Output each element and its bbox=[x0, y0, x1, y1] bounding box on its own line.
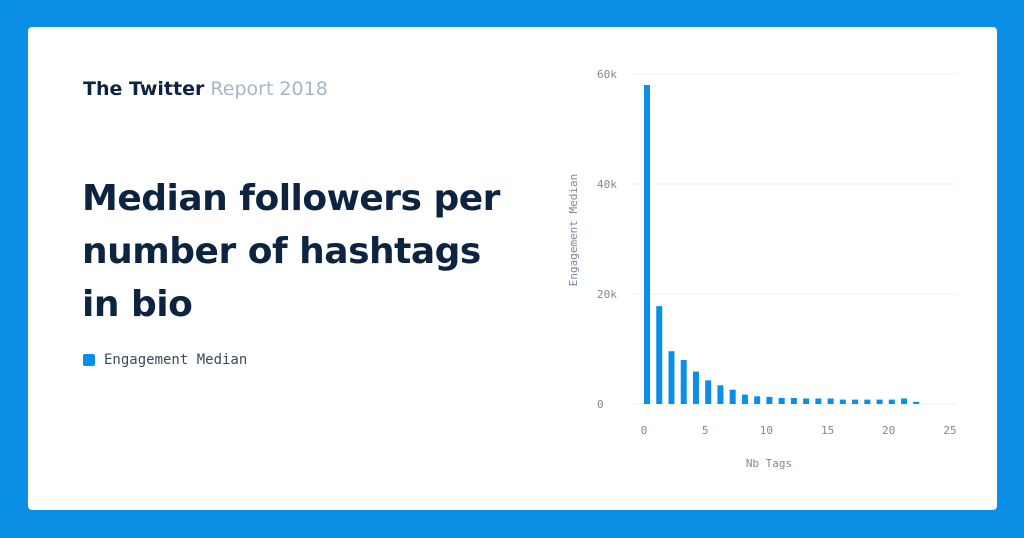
x-tick-label: 5 bbox=[702, 424, 709, 437]
x-axis-label: Nb Tags bbox=[746, 457, 792, 470]
x-tick-label: 20 bbox=[882, 424, 895, 437]
bar bbox=[901, 398, 908, 404]
x-tick-label: 15 bbox=[821, 424, 834, 437]
bar bbox=[705, 380, 712, 404]
bar bbox=[803, 398, 810, 404]
y-tick-labels: 0 20k 40k 60k bbox=[597, 68, 617, 411]
bar bbox=[668, 351, 675, 404]
bar bbox=[692, 371, 699, 404]
y-tick-label: 20k bbox=[597, 288, 617, 301]
y-tick-label: 0 bbox=[597, 398, 604, 411]
bar bbox=[864, 399, 871, 404]
y-tick-label: 60k bbox=[597, 68, 617, 81]
bar bbox=[778, 397, 785, 404]
brand-title: The Twitter bbox=[83, 78, 205, 100]
x-tick-label: 0 bbox=[641, 424, 648, 437]
x-tick-labels: 0 5 10 15 20 25 bbox=[641, 424, 957, 437]
x-tick-label: 10 bbox=[760, 424, 773, 437]
bar bbox=[680, 360, 687, 404]
report-card: The Twitter Report 2018 Median followers… bbox=[28, 27, 997, 510]
bar bbox=[644, 85, 650, 404]
legend-swatch bbox=[83, 354, 95, 366]
y-tick-label: 40k bbox=[597, 178, 617, 191]
bar bbox=[766, 396, 773, 404]
gridlines bbox=[631, 73, 957, 405]
bar bbox=[852, 399, 859, 404]
bar bbox=[790, 397, 797, 404]
legend-label: Engagement Median bbox=[104, 352, 248, 368]
bar bbox=[876, 399, 883, 404]
bars bbox=[644, 85, 920, 404]
bar bbox=[729, 389, 736, 404]
chart-headline: Median followers per number of hashtags … bbox=[82, 178, 500, 325]
bar bbox=[741, 394, 748, 404]
bar bbox=[913, 401, 920, 404]
report-brand: The Twitter Report 2018 bbox=[83, 78, 328, 100]
bar bbox=[717, 385, 724, 404]
y-axis-label: Engagement Median bbox=[567, 174, 580, 287]
bar bbox=[815, 398, 822, 404]
bar bbox=[839, 399, 846, 404]
brand-subtitle: Report 2018 bbox=[210, 78, 328, 100]
chart-legend: Engagement Median bbox=[83, 352, 247, 368]
bar bbox=[888, 399, 895, 404]
x-tick-label: 25 bbox=[943, 424, 956, 437]
bar bbox=[827, 398, 834, 404]
bar bbox=[656, 306, 663, 404]
bar bbox=[754, 396, 761, 404]
